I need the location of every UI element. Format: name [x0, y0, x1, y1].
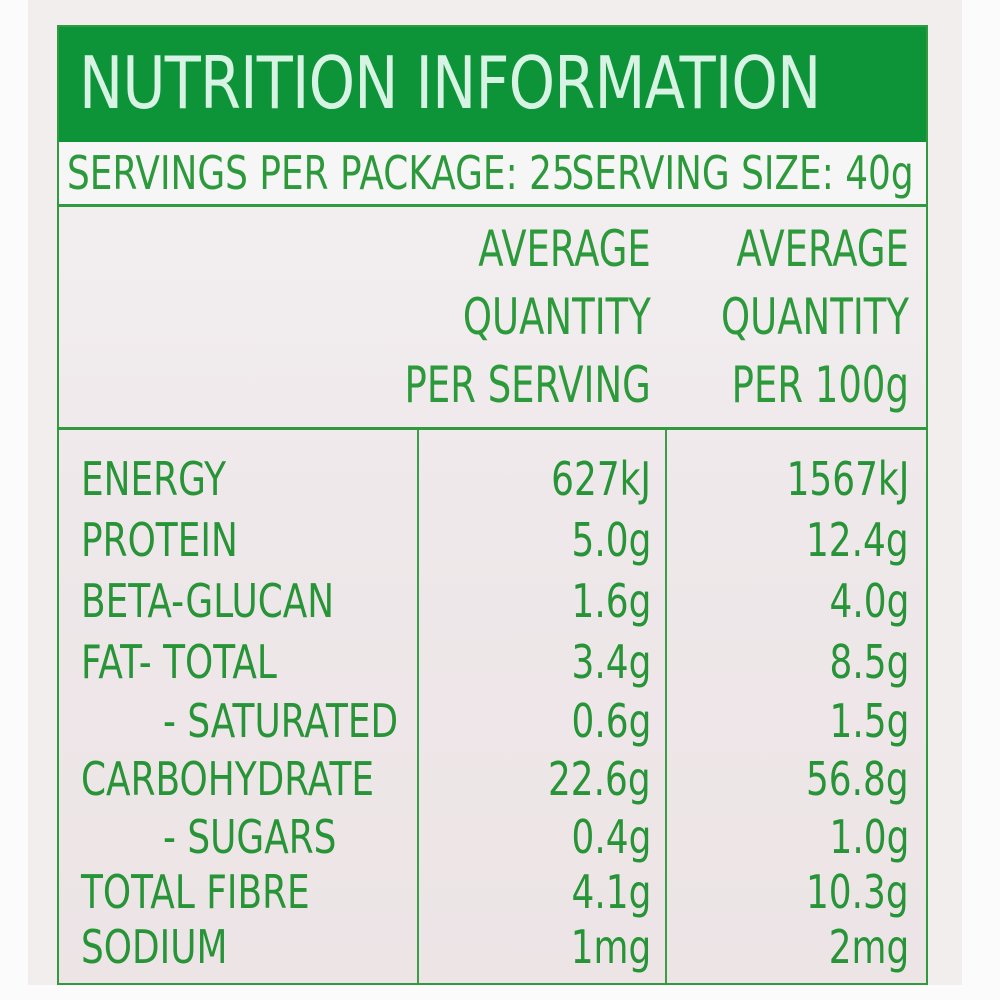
column-header-line: QUANTITY: [721, 288, 909, 346]
serving-size: SERVING SIZE: 40g: [571, 146, 914, 200]
per-serving-value: 3.4g: [571, 635, 651, 689]
nutrient-label: SODIUM: [81, 920, 228, 974]
nutrition-information-panel: NUTRITION INFORMATION SERVINGS PER PACKA…: [57, 25, 928, 985]
per-serving-value: 627kJ: [551, 452, 651, 506]
column-header-per-serving: AVERAGE QUANTITY PER SERVING: [405, 215, 651, 419]
nutrient-sublabel: - SATURATED: [163, 694, 399, 748]
column-headers: AVERAGE QUANTITY PER SERVING AVERAGE QUA…: [59, 207, 926, 430]
serving-info-row: SERVINGS PER PACKAGE: 25 SERVING SIZE: 4…: [59, 142, 926, 207]
nutrient-sublabel: - SUGARS: [163, 810, 337, 864]
background-right: [962, 0, 1000, 1000]
table-row-energy: ENERGY 627kJ 1567kJ: [59, 450, 926, 508]
nutrient-label: BETA-GLUCAN: [81, 574, 335, 628]
column-divider: [665, 430, 667, 983]
per-100g-value: 10.3g: [806, 865, 909, 919]
per-100g-value: 1567kJ: [786, 452, 909, 506]
title-bar: NUTRITION INFORMATION: [59, 27, 926, 142]
nutrient-label: FAT- TOTAL: [81, 635, 277, 689]
per-100g-value: 56.8g: [806, 752, 909, 806]
per-serving-value: 1mg: [570, 920, 651, 974]
column-divider: [417, 430, 419, 983]
table-row-beta-glucan: BETA-GLUCAN 1.6g 4.0g: [59, 572, 926, 630]
table-row-fat-total: FAT- TOTAL 3.4g 8.5g: [59, 633, 926, 691]
nutrient-label: ENERGY: [81, 452, 227, 506]
column-header-line: AVERAGE: [736, 220, 909, 278]
nutrient-label: TOTAL FIBRE: [81, 865, 310, 919]
per-serving-value: 4.1g: [571, 865, 651, 919]
per-100g-value: 12.4g: [806, 513, 909, 567]
nutrient-table-body: ENERGY 627kJ 1567kJ PROTEIN 5.0g 12.4g B…: [59, 430, 926, 983]
servings-per-package: SERVINGS PER PACKAGE: 25: [67, 146, 575, 200]
per-serving-value: 0.6g: [571, 694, 651, 748]
column-header-per-100g: AVERAGE QUANTITY PER 100g: [721, 215, 909, 419]
per-serving-value: 22.6g: [548, 752, 651, 806]
per-serving-value: 0.4g: [571, 810, 651, 864]
column-header-line: QUANTITY: [463, 288, 651, 346]
table-row-sugars: - SUGARS 0.4g 1.0g: [59, 808, 926, 866]
nutrient-label: PROTEIN: [81, 513, 238, 567]
table-row-total-fibre: TOTAL FIBRE 4.1g 10.3g: [59, 863, 926, 921]
background-bottom: [0, 985, 1000, 1000]
per-100g-value: 8.5g: [829, 635, 909, 689]
nutrient-label: CARBOHYDRATE: [81, 752, 375, 806]
panel-title: NUTRITION INFORMATION: [79, 41, 821, 125]
table-row-sodium: SODIUM 1mg 2mg: [59, 918, 926, 976]
per-100g-value: 1.0g: [829, 810, 909, 864]
per-serving-value: 1.6g: [571, 574, 651, 628]
per-100g-value: 2mg: [828, 920, 909, 974]
table-row-carbohydrate: CARBOHYDRATE 22.6g 56.8g: [59, 750, 926, 808]
column-header-line: PER SERVING: [404, 356, 651, 414]
per-serving-value: 5.0g: [571, 513, 651, 567]
per-100g-value: 4.0g: [829, 574, 909, 628]
column-header-line: AVERAGE: [478, 220, 651, 278]
table-row-protein: PROTEIN 5.0g 12.4g: [59, 511, 926, 569]
table-row-saturated: - SATURATED 0.6g 1.5g: [59, 692, 926, 750]
column-header-line: PER 100g: [731, 356, 909, 414]
background-left: [0, 0, 28, 1000]
per-100g-value: 1.5g: [829, 694, 909, 748]
